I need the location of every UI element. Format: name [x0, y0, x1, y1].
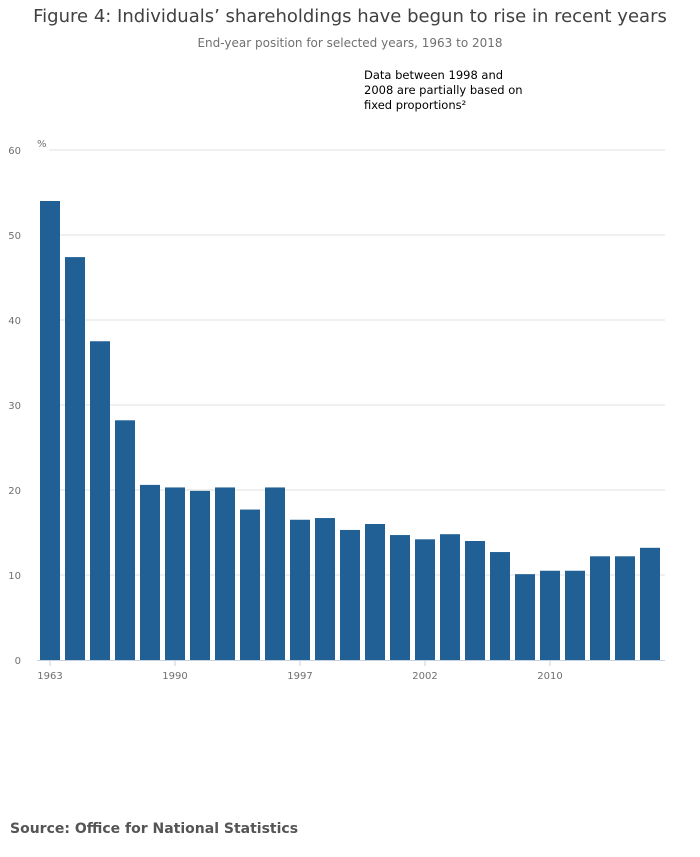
bar-1997 — [290, 519, 310, 660]
bar-2014 — [590, 556, 610, 660]
chart-title: Figure 4: Individuals’ shareholdings hav… — [33, 6, 667, 27]
bar-1981 — [115, 420, 135, 660]
bar-2000 — [365, 524, 385, 660]
y-tick-label: 30 — [8, 401, 21, 412]
y-tick-label: 50 — [8, 231, 21, 242]
x-tick-label: 1963 — [37, 671, 62, 682]
bar-1993 — [240, 509, 260, 660]
bar-chart: 0 10 20 30 40 50 60% 1963 1990 1997 2002 2010 — [8, 139, 665, 682]
bar-2010 — [540, 570, 560, 660]
bar-1963 — [40, 201, 60, 660]
bar-2001 — [390, 535, 410, 660]
bar-1999 — [340, 529, 360, 660]
x-tick-label: 1990 — [162, 671, 187, 682]
bar-2004 — [465, 541, 485, 660]
y-tick-label: 60 — [8, 146, 21, 157]
x-tick-label: 2010 — [537, 671, 562, 682]
bar-2012 — [565, 570, 585, 660]
bar-2006 — [490, 552, 510, 660]
bar-1975 — [90, 341, 110, 660]
chart-annotation: Data between 1998 and 2008 are partially… — [364, 68, 523, 112]
chart-subtitle: End-year position for selected years, 19… — [197, 36, 503, 50]
bar-1992 — [215, 487, 235, 660]
y-axis-unit: % — [37, 139, 47, 150]
bar-2018 — [640, 547, 660, 660]
bar-2016 — [615, 556, 635, 660]
bar-1990 — [165, 487, 185, 660]
y-tick-label: 40 — [8, 316, 21, 327]
bar-2002 — [415, 539, 435, 660]
bar-1994 — [265, 487, 285, 660]
source-note: Source: Office for National Statistics — [10, 821, 299, 837]
y-tick-label: 0 — [15, 656, 21, 667]
bar-2008 — [515, 574, 535, 660]
bar-2003 — [440, 534, 460, 660]
bar-1991 — [190, 490, 210, 660]
y-tick-label: 20 — [8, 486, 21, 497]
y-tick-label: 10 — [8, 571, 21, 582]
bar-1998 — [315, 518, 335, 660]
x-tick-label: 2002 — [412, 671, 437, 682]
bar-1989 — [140, 484, 160, 660]
bar-1969 — [65, 257, 85, 660]
x-tick-label: 1997 — [287, 671, 312, 682]
